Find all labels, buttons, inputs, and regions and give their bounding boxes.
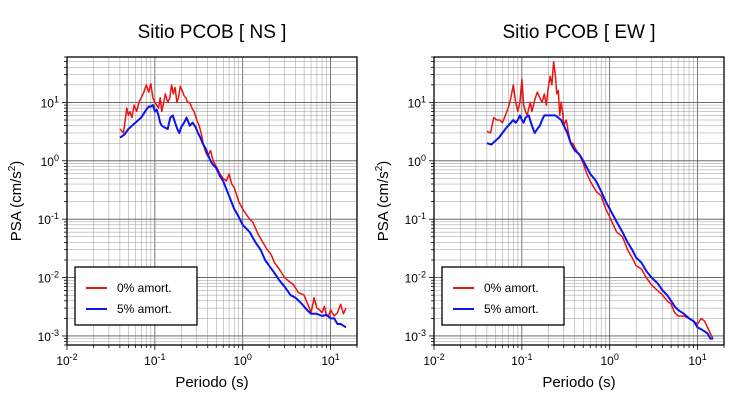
x-axis-label: Periodo (s) — [175, 374, 248, 391]
x-tick-label-base: 10 — [144, 354, 158, 368]
plot-frame — [433, 56, 725, 346]
x-tick-label-exp: -2 — [70, 352, 78, 362]
chart-panel-ns: Sitio PCOB [ NS ]10-2 10-1 100 10110110010-… — [7, 22, 358, 391]
y-tick-label-exp: -2 — [51, 270, 59, 280]
y-tick-label: 100 — [408, 153, 426, 169]
x-tick-label-base: 10 — [423, 354, 437, 368]
x-tick-label-exp: 1 — [702, 352, 707, 362]
x-tick-label-exp: -2 — [437, 352, 445, 362]
x-tick-label: 101 — [321, 352, 339, 368]
y-tick-label-base: 10 — [405, 213, 419, 227]
x-tick-label-exp: -1 — [525, 352, 533, 362]
y-axis-label-main: PSA (cm/s — [375, 171, 392, 241]
legend-label: 0% amort. — [117, 281, 172, 295]
y-tick-label-base: 10 — [41, 96, 55, 110]
y-tick-label-base: 10 — [38, 330, 52, 344]
legend-box — [74, 266, 198, 326]
x-tick-label: 100 — [601, 352, 619, 368]
series-line-damped — [486, 114, 713, 340]
x-tick-label: 101 — [688, 352, 706, 368]
legend-box — [441, 266, 565, 326]
y-tick-label-base: 10 — [38, 213, 52, 227]
x-tick-label-base: 10 — [321, 354, 335, 368]
y-tick-label-exp: -3 — [418, 328, 426, 338]
y-tick-label: 101 — [408, 94, 426, 110]
x-tick-label: 10-1 — [144, 352, 165, 368]
legend-label: 5% amort. — [117, 302, 172, 316]
legend-label: 0% amort. — [484, 281, 539, 295]
x-tick-label-base: 10 — [601, 354, 615, 368]
y-axis-label-close: ) — [8, 161, 25, 166]
x-axis-label: Periodo (s) — [542, 374, 615, 391]
plot-frame — [66, 56, 358, 346]
y-tick-label-base: 10 — [408, 155, 422, 169]
y-tick-label-base: 10 — [405, 330, 419, 344]
y-tick-label: 10-2 — [38, 270, 59, 286]
y-tick-label: 10-2 — [405, 270, 426, 286]
y-tick-label-exp: -1 — [418, 211, 426, 221]
series-line-undamped — [486, 60, 714, 339]
y-tick-label: 10-3 — [405, 328, 426, 344]
chart-title: Sitio PCOB [ NS ] — [138, 22, 287, 43]
y-tick-label-base: 10 — [405, 272, 419, 286]
y-axis-label: PSA (cm/s2) — [7, 161, 25, 242]
x-tick-label-base: 10 — [56, 354, 70, 368]
chart-panel-ew: Sitio PCOB [ EW ]10-2 10-1 100 10110110010-… — [374, 22, 725, 391]
y-axis-label-sup: 2 — [7, 165, 18, 171]
x-tick-label: 10-1 — [511, 352, 532, 368]
y-tick-label-exp: 0 — [421, 153, 426, 163]
y-tick-label-base: 10 — [41, 155, 55, 169]
y-tick-label-base: 10 — [38, 272, 52, 286]
x-tick-label-exp: 1 — [335, 352, 340, 362]
y-tick-label: 101 — [41, 94, 59, 110]
y-tick-label-exp: -3 — [51, 328, 59, 338]
y-axis-label: PSA (cm/s2) — [374, 161, 392, 242]
legend: 0% amort. 5% amort. — [441, 266, 565, 326]
y-tick-label-exp: 1 — [421, 94, 426, 104]
x-tick-label: 10-2 — [56, 352, 77, 368]
legend: 0% amort. 5% amort. — [74, 266, 198, 326]
x-tick-label-base: 10 — [688, 354, 702, 368]
y-tick-label-exp: -2 — [418, 270, 426, 280]
x-tick-label-exp: 0 — [247, 352, 252, 362]
x-tick-label-base: 10 — [511, 354, 525, 368]
chart-title: Sitio PCOB [ EW ] — [502, 22, 655, 43]
x-tick-label: 100 — [234, 352, 252, 368]
y-tick-label: 100 — [41, 153, 59, 169]
y-tick-label: 10-1 — [405, 211, 426, 227]
x-tick-label-exp: -1 — [158, 352, 166, 362]
y-tick-label: 10-3 — [38, 328, 59, 344]
x-tick-label-exp: 0 — [614, 352, 619, 362]
y-tick-label: 10-1 — [38, 211, 59, 227]
x-tick-label-base: 10 — [234, 354, 248, 368]
y-tick-label-exp: 0 — [54, 153, 59, 163]
x-tick-label: 10-2 — [423, 352, 444, 368]
y-tick-label-exp: 1 — [54, 94, 59, 104]
tick-marks — [62, 56, 358, 350]
y-axis-label-main: PSA (cm/s — [8, 171, 25, 241]
legend-label: 5% amort. — [484, 302, 539, 316]
y-axis-label-sup: 2 — [374, 165, 385, 171]
series-line-damped — [119, 104, 347, 329]
tick-marks — [429, 56, 725, 350]
y-axis-label-close: ) — [375, 161, 392, 166]
y-tick-label-base: 10 — [408, 96, 422, 110]
y-tick-label-exp: -1 — [51, 211, 59, 221]
